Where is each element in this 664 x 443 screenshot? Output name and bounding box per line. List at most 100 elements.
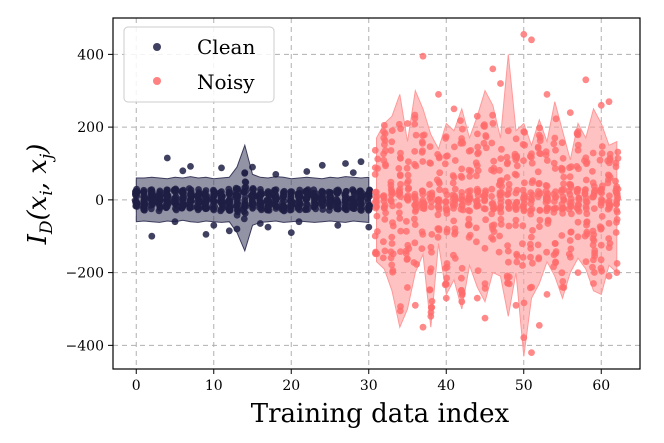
point-clean: [240, 188, 248, 195]
point-clean: [241, 169, 249, 177]
point-noisy: [583, 210, 591, 218]
point-noisy: [405, 158, 412, 166]
point-clean: [201, 204, 209, 212]
point-noisy: [567, 228, 575, 236]
point-noisy: [597, 241, 605, 249]
point-noisy: [543, 205, 551, 213]
y-tick-label: 0: [95, 193, 104, 209]
y-axis-title-symbol: I: [23, 233, 53, 245]
point-clean: [202, 231, 210, 238]
point-noisy: [567, 253, 574, 261]
point-noisy: [544, 216, 552, 224]
point-clean: [304, 206, 311, 213]
point-clean: [172, 189, 180, 196]
point-noisy: [434, 197, 442, 205]
point-noisy: [606, 192, 613, 200]
point-noisy: [589, 227, 597, 235]
point-noisy: [474, 130, 481, 138]
point-noisy: [574, 218, 582, 226]
point-noisy: [543, 157, 551, 164]
point-noisy: [458, 189, 466, 196]
point-noisy: [505, 199, 513, 207]
point-noisy: [504, 247, 512, 255]
point-clean: [334, 199, 342, 206]
point-noisy: [605, 197, 613, 205]
point-clean: [201, 189, 209, 197]
point-noisy: [458, 138, 466, 146]
point-noisy: [590, 205, 598, 213]
point-noisy: [520, 206, 528, 213]
point-noisy: [498, 145, 505, 153]
point-noisy: [380, 194, 388, 202]
point-noisy: [529, 177, 537, 185]
point-noisy: [534, 168, 542, 176]
y-tick-label: −200: [66, 266, 104, 282]
point-noisy: [575, 196, 583, 204]
point-noisy: [411, 239, 419, 247]
point-clean: [326, 193, 333, 201]
point-noisy: [589, 149, 597, 157]
point-noisy: [404, 185, 412, 193]
point-clean: [350, 205, 357, 213]
point-noisy: [597, 264, 605, 272]
point-noisy: [426, 143, 434, 151]
point-noisy: [605, 244, 613, 252]
point-noisy: [560, 173, 568, 181]
point-clean: [241, 202, 249, 210]
legend-label-clean: Clean: [197, 35, 255, 59]
point-noisy: [490, 157, 498, 165]
point-clean: [187, 190, 195, 198]
point-noisy: [420, 131, 428, 139]
point-clean: [179, 167, 187, 175]
point-noisy: [472, 224, 480, 232]
point-noisy: [529, 227, 536, 234]
point-noisy: [612, 177, 619, 185]
point-noisy: [558, 269, 566, 277]
legend: Clean Noisy: [123, 26, 275, 103]
point-noisy: [380, 121, 388, 129]
point-clean: [272, 205, 280, 212]
point-noisy: [498, 189, 505, 197]
legend-marker-clean: [153, 43, 161, 51]
point-clean: [311, 192, 319, 200]
point-noisy: [457, 172, 465, 180]
point-noisy: [411, 215, 418, 223]
point-noisy: [528, 159, 536, 167]
point-noisy: [388, 127, 396, 134]
point-noisy: [397, 227, 405, 235]
point-clean: [280, 203, 288, 211]
point-noisy: [388, 138, 396, 146]
point-noisy: [520, 31, 528, 38]
point-noisy: [396, 171, 404, 179]
point-clean: [327, 202, 335, 210]
point-noisy: [411, 111, 419, 119]
point-clean: [349, 169, 357, 177]
point-noisy: [428, 231, 436, 238]
point-noisy: [436, 169, 444, 177]
point-noisy: [505, 222, 513, 230]
point-noisy: [380, 238, 387, 246]
point-noisy: [566, 173, 574, 181]
point-noisy: [387, 147, 395, 154]
point-clean: [256, 220, 264, 227]
point-noisy: [503, 153, 511, 161]
point-clean: [180, 189, 188, 197]
point-noisy: [482, 216, 489, 224]
point-noisy: [574, 185, 581, 193]
point-noisy: [488, 234, 495, 241]
x-axis-ticks: 0 10 20 30 40 50 60: [132, 369, 610, 394]
point-noisy: [521, 193, 529, 201]
point-clean: [264, 196, 271, 204]
point-noisy: [552, 250, 559, 257]
point-noisy: [442, 264, 449, 272]
point-noisy: [451, 225, 459, 233]
point-clean: [132, 191, 140, 199]
point-noisy: [435, 91, 442, 98]
point-noisy: [512, 216, 520, 224]
point-noisy: [380, 128, 387, 136]
point-clean: [140, 193, 147, 201]
point-noisy: [528, 349, 535, 356]
point-noisy: [613, 207, 621, 214]
point-noisy: [605, 98, 613, 106]
point-noisy: [559, 155, 567, 162]
